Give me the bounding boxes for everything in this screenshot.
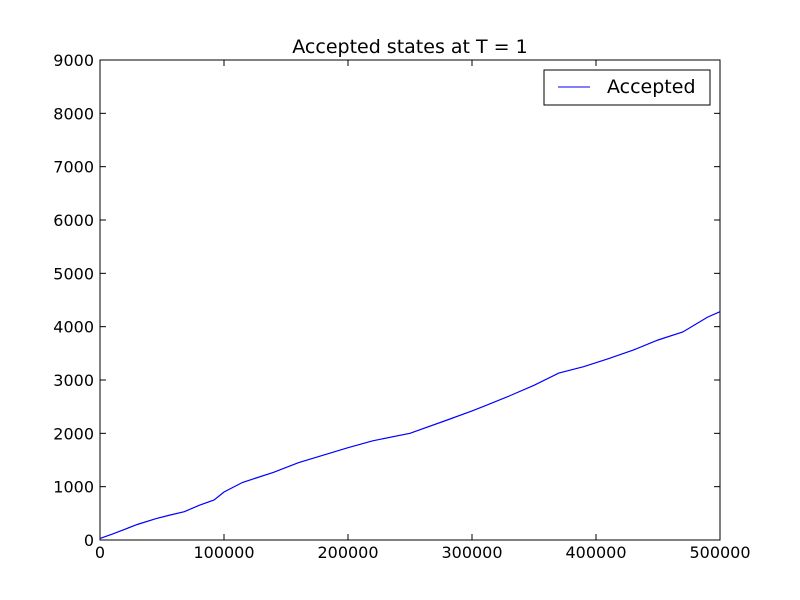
y-tick-label: 9000 [53, 51, 94, 70]
y-tick-label: 6000 [53, 211, 94, 230]
x-axis: 0 100000 200000 300000 400000 500000 [95, 60, 751, 562]
chart-title: Accepted states at T = 1 [292, 36, 527, 58]
y-tick-label: 3000 [53, 371, 94, 390]
x-tick-label: 400000 [565, 543, 626, 562]
plot-area [99, 59, 721, 541]
series-line-accepted [99, 311, 721, 539]
x-tick-label: 0 [95, 543, 105, 562]
legend: Accepted [543, 69, 711, 106]
x-tick-label: 100000 [193, 543, 254, 562]
y-tick-label: 8000 [53, 104, 94, 123]
x-tick-label: 200000 [317, 543, 378, 562]
legend-label-accepted: Accepted [607, 76, 696, 98]
y-tick-label: 1000 [53, 478, 94, 497]
y-tick-label: 2000 [53, 424, 94, 443]
x-tick-label: 500000 [689, 543, 750, 562]
series-layer [99, 311, 721, 539]
y-tick-label: 0 [84, 531, 94, 550]
y-tick-label: 7000 [53, 158, 94, 177]
y-axis: 0 1000 2000 3000 4000 5000 6000 7000 8000 9000 [53, 51, 720, 550]
x-tick-label: 300000 [441, 543, 502, 562]
y-tick-label: 4000 [53, 318, 94, 337]
y-tick-label: 5000 [53, 264, 94, 283]
